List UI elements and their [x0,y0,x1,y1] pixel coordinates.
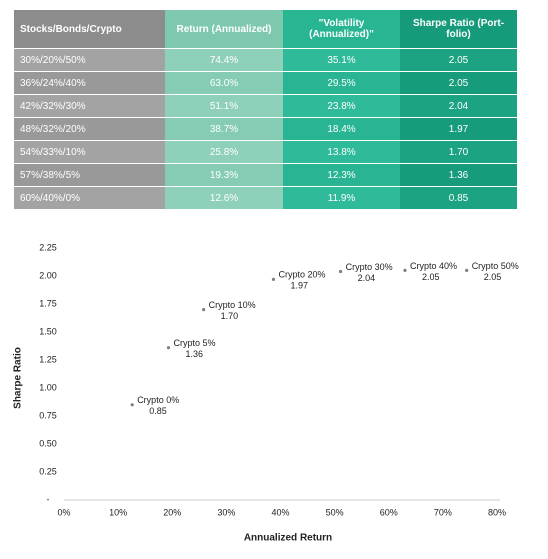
table-cell: 36%/24%/40% [14,71,165,95]
y-tick-label: 1.25 [39,354,57,364]
table-cell: 29.5% [283,71,400,95]
point-label: Crypto 20% [278,270,325,280]
table-cell: 25.8% [165,140,283,164]
x-axis-label: Annualized Return [244,533,332,544]
table-cell: 1.36 [400,163,517,187]
point [338,269,343,274]
point [130,403,134,407]
table-cell: 30%/20%/50% [14,48,165,72]
value-label: 0.85 [149,406,167,416]
table-cell: 57%/38%/5% [14,163,165,187]
header-cell: Stocks/Bonds/Crypto [14,10,165,49]
point [465,268,469,272]
y-tick-label: 1.75 [39,298,57,308]
table-cell: 48%/32%/20% [14,117,165,141]
x-tick-label: 50% [326,507,344,517]
table-cell: 54%/33%/10% [14,140,165,164]
header-cell: "Volatility (Annualized)" [283,10,400,49]
y-tick-label: 0.75 [39,410,57,420]
x-tick-label: 80% [488,507,506,517]
value-label: 2.04 [358,273,376,283]
point-label: Crypto 0% [137,395,179,405]
table-row: 48%/32%/20% 38.7% 18.4% 1.97 [14,117,517,141]
table-cell: 74.4% [165,48,283,72]
y-tick-label: 0.25 [39,466,57,476]
y-tick-label: - [47,494,50,504]
value-label: 1.36 [185,349,203,359]
table-cell: 0.85 [400,186,517,210]
table-cell: 35.1% [283,48,400,72]
y-tick-label: 1.50 [39,326,57,336]
x-tick-label: 20% [163,507,181,517]
value-label: 2.05 [422,272,440,282]
table-cell: 1.97 [400,117,517,141]
table-cell: 12.3% [283,163,400,187]
point-label: Crypto 10% [209,300,256,310]
table-row: 30%/20%/50% 74.4% 35.1% 2.05 [14,48,517,72]
table-cell: 2.05 [400,71,517,95]
value-label: 2.05 [484,272,502,282]
table-row: 36%/24%/40% 63.0% 29.5% 2.05 [14,71,517,95]
header-cell: Sharpe Ratio (Port-folio) [400,10,517,49]
point-label: Crypto 40% [410,261,457,271]
table-cell: 19.3% [165,163,283,187]
header-cell: Return (Annualized) [165,10,283,49]
table-body: 30%/20%/50% 74.4% 35.1% 2.05 36%/24%/40% 63.0… [14,48,517,210]
x-tick-label: 30% [217,507,235,517]
table-cell: 2.04 [400,94,517,118]
point [271,277,276,281]
y-tick-label: 1.00 [39,382,57,392]
table-cell: 38.7% [165,117,283,141]
table-cell: 23.8% [283,94,400,118]
y-tick-label: 0.50 [39,438,57,448]
y-tick-label: 2.25 [39,242,57,252]
table-cell: 60%/40%/0% [14,186,165,210]
x-tick-label: 60% [380,507,398,517]
value-label: 1.97 [290,281,308,291]
x-tick-label: 0% [57,507,70,517]
point-label: Crypto 50% [472,261,519,271]
header-row: Stocks/Bonds/Crypto Return (Annualized) "V… [14,10,517,49]
table-cell: 51.1% [165,94,283,118]
point [202,308,206,312]
table-cell: 63.0% [165,71,283,95]
table-cell: 1.70 [400,140,517,164]
point [166,346,171,350]
table-row: 42%/32%/30% 51.1% 23.8% 2.04 [14,94,517,118]
table-row: 60%/40%/0% 12.6% 11.9% 0.85 [14,186,517,210]
value-label: 1.70 [221,311,239,321]
table-cell: 11.9% [283,186,400,210]
point-label: Crypto 30% [346,262,393,272]
table-cell: 42%/32%/30% [14,94,165,118]
table-row: 54%/33%/10% 25.8% 13.8% 1.70 [14,140,517,164]
table-row: 57%/38%/5% 19.3% 12.3% 1.36 [14,163,517,187]
table-cell: 18.4% [283,117,400,141]
y-axis-label: Sharpe Ratio [13,347,24,409]
x-tick-label: 10% [109,507,127,517]
table-cell: 12.6% [165,186,283,210]
point-label: Crypto 5% [173,338,215,348]
table-cell: 13.8% [283,140,400,164]
x-tick-label: 40% [271,507,289,517]
y-tick-label: 2.00 [39,270,57,280]
table-cell: 2.05 [400,48,517,72]
point [403,268,407,272]
x-tick-label: 70% [434,507,452,517]
data-table: Stocks/Bonds/Crypto Return (Annualized) "V… [14,10,517,210]
